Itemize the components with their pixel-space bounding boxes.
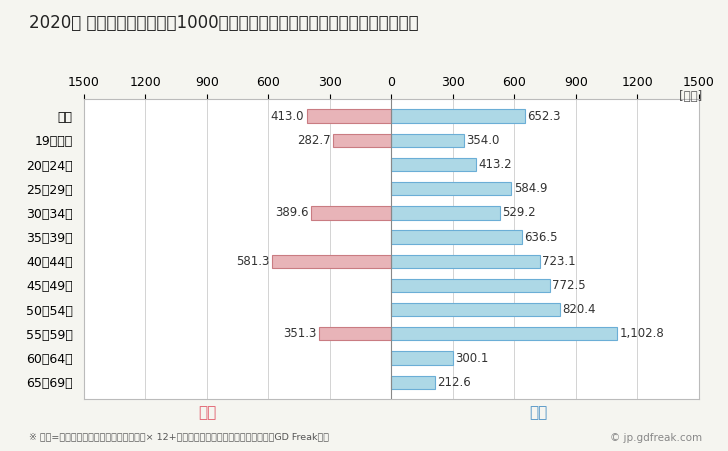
Text: 351.3: 351.3 <box>283 327 317 341</box>
Bar <box>320 327 392 341</box>
Text: 529.2: 529.2 <box>502 207 536 219</box>
Bar <box>392 133 464 147</box>
Text: ※ 年収=「きまって支給する現金給与額」× 12+「年間賞与その他特別給与額」としてGD Freak推計: ※ 年収=「きまって支給する現金給与額」× 12+「年間賞与その他特別給与額」と… <box>29 432 329 441</box>
Bar <box>392 182 511 195</box>
Bar <box>392 230 522 244</box>
Bar <box>333 133 392 147</box>
Bar <box>392 351 453 365</box>
Text: 772.5: 772.5 <box>552 279 586 292</box>
Text: 584.9: 584.9 <box>514 182 547 195</box>
Text: 636.5: 636.5 <box>524 230 558 244</box>
Text: 300.1: 300.1 <box>455 351 488 364</box>
Text: [万円]: [万円] <box>679 90 703 103</box>
Bar <box>392 206 500 220</box>
Text: 581.3: 581.3 <box>237 255 269 268</box>
Bar <box>392 158 476 171</box>
Bar <box>392 376 435 389</box>
Text: 男性: 男性 <box>529 405 548 420</box>
Text: 652.3: 652.3 <box>528 110 561 123</box>
Bar <box>392 279 550 292</box>
Bar <box>312 206 392 220</box>
Text: 723.1: 723.1 <box>542 255 576 268</box>
Bar <box>392 327 617 341</box>
Text: 212.6: 212.6 <box>438 376 471 389</box>
Bar <box>392 255 539 268</box>
Text: 389.6: 389.6 <box>275 207 309 219</box>
Text: 354.0: 354.0 <box>467 134 499 147</box>
Bar <box>392 110 525 123</box>
Text: 2020年 民間企業（従業者数1000人以上）フルタイム労働者の男女別平均年収: 2020年 民間企業（従業者数1000人以上）フルタイム労働者の男女別平均年収 <box>29 14 419 32</box>
Text: 413.0: 413.0 <box>271 110 304 123</box>
Text: 820.4: 820.4 <box>562 303 596 316</box>
Text: 1,102.8: 1,102.8 <box>620 327 665 341</box>
Text: 282.7: 282.7 <box>297 134 331 147</box>
Text: 女性: 女性 <box>198 405 217 420</box>
Bar <box>272 255 392 268</box>
Text: © jp.gdfreak.com: © jp.gdfreak.com <box>610 433 703 443</box>
Bar <box>306 110 392 123</box>
Bar <box>392 303 560 316</box>
Text: 413.2: 413.2 <box>478 158 512 171</box>
